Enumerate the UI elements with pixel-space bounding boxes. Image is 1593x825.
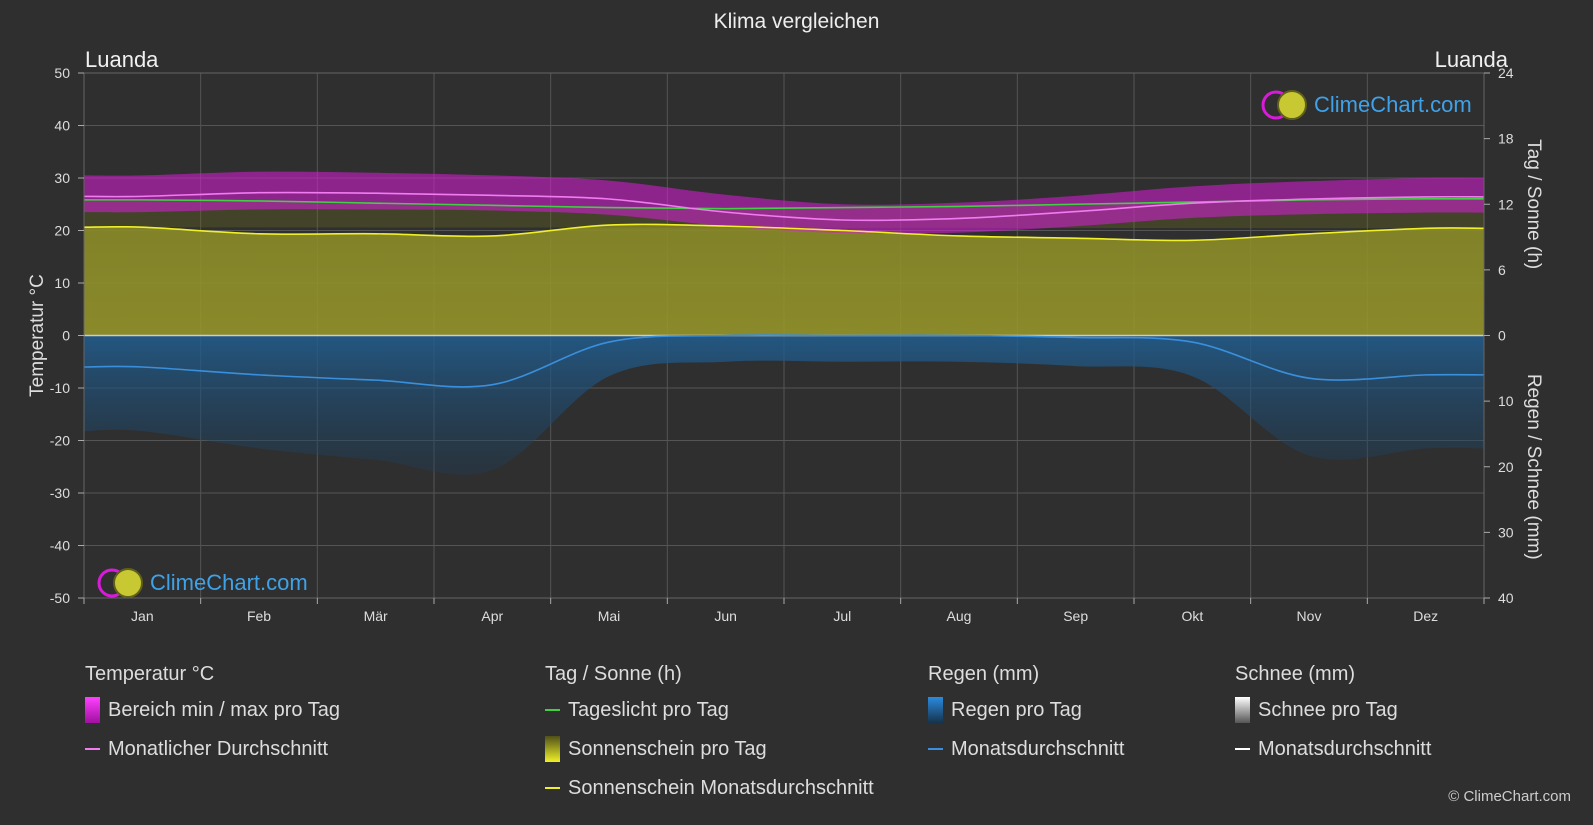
logo-icon bbox=[97, 568, 143, 598]
y-right-rain-tick-label: 30 bbox=[1498, 524, 1514, 540]
rain-avg-line bbox=[83, 334, 1485, 388]
temp-avg-swatch bbox=[85, 748, 100, 750]
legend-sun: Tag / Sonne (h) Tageslicht pro Tag Sonne… bbox=[545, 663, 874, 814]
logo-text: ClimeChart.com bbox=[1314, 92, 1472, 117]
y-right-rain-axis-title: Regen / Schnee (mm) bbox=[1523, 374, 1544, 560]
y-right-sun-tick-label: 6 bbox=[1498, 262, 1506, 278]
y-left-tick-label: 30 bbox=[54, 170, 70, 186]
logo-top[interactable]: ClimeChart.com bbox=[1260, 88, 1472, 122]
y-left-tick-label: 0 bbox=[62, 328, 70, 344]
rain-swatch bbox=[928, 697, 943, 723]
city-left-label: Luanda bbox=[85, 47, 159, 72]
legend-rain: Regen (mm) Regen pro Tag Monatsdurchschn… bbox=[928, 663, 1124, 775]
sunshine-swatch bbox=[545, 736, 560, 762]
y-right-sun-tick-label: 12 bbox=[1498, 196, 1514, 212]
legend-rain-avg-label: Monatsdurchschnitt bbox=[951, 738, 1125, 760]
legend-rain-avg: Monatsdurchschnitt bbox=[928, 736, 1124, 762]
x-tick-label: Okt bbox=[1181, 608, 1203, 624]
legend-snow-day: Schnee pro Tag bbox=[1235, 697, 1431, 723]
legend-snow: Schnee (mm) Schnee pro Tag Monatsdurchsc… bbox=[1235, 663, 1431, 775]
x-tick-label: Apr bbox=[481, 608, 503, 624]
legend-snow-title: Schnee (mm) bbox=[1235, 663, 1356, 685]
y-right-sun-axis-title: Tag / Sonne (h) bbox=[1523, 139, 1544, 269]
daylight-swatch bbox=[545, 709, 560, 711]
temp-range-swatch bbox=[85, 697, 100, 723]
sunshine-avg-line bbox=[83, 223, 1485, 242]
legend-rain-label: Regen pro Tag bbox=[951, 699, 1082, 721]
legend-daylight-label: Tageslicht pro Tag bbox=[568, 699, 729, 721]
legend-temp-range-label: Bereich min / max pro Tag bbox=[108, 699, 340, 721]
legend-temp-avg: Monatlicher Durchschnitt bbox=[85, 736, 340, 762]
y-right-rain-tick-label: 40 bbox=[1498, 590, 1514, 606]
snow-swatch bbox=[1235, 697, 1250, 723]
legend-daylight: Tageslicht pro Tag bbox=[545, 697, 874, 723]
y-right-rain-tick-label: 20 bbox=[1498, 459, 1514, 475]
y-left-tick-label: 20 bbox=[54, 223, 70, 239]
y-right-sun-tick-label: 18 bbox=[1498, 131, 1514, 147]
x-tick-label: Nov bbox=[1297, 608, 1322, 624]
y-left-tick-label: 50 bbox=[54, 65, 70, 81]
x-tick-label: Jan bbox=[131, 608, 154, 624]
x-tick-label: Jul bbox=[833, 608, 851, 624]
temperature-range-band bbox=[84, 171, 1484, 234]
legend-temp-avg-label: Monatlicher Durchschnitt bbox=[108, 738, 329, 760]
sunshine-area bbox=[84, 224, 1484, 336]
snow-avg-swatch bbox=[1235, 748, 1250, 750]
city-right-label: Luanda bbox=[1434, 47, 1508, 72]
legend-snow-label: Schnee pro Tag bbox=[1258, 699, 1398, 721]
y-right-sun-tick-label: 0 bbox=[1498, 328, 1506, 344]
legend-temperature: Temperatur °C Bereich min / max pro Tag … bbox=[85, 663, 340, 775]
legend-rain-title: Regen (mm) bbox=[928, 663, 1040, 685]
y-left-tick-label: -30 bbox=[50, 485, 70, 501]
rain-area bbox=[84, 335, 1484, 475]
sunshine-avg-swatch bbox=[545, 787, 560, 789]
legend-sunshine-avg: Sonnenschein Monatsdurchschnitt bbox=[545, 775, 874, 801]
x-tick-label: Jun bbox=[714, 608, 737, 624]
legend-rain-day: Regen pro Tag bbox=[928, 697, 1124, 723]
y-right-rain-tick-label: 10 bbox=[1498, 393, 1514, 409]
x-tick-label: Sep bbox=[1063, 608, 1088, 624]
logo-icon bbox=[1261, 90, 1307, 120]
y-right-sun-tick-label: 24 bbox=[1498, 65, 1514, 81]
y-left-tick-label: 40 bbox=[54, 118, 70, 134]
y-left-axis-title: Temperatur °C bbox=[27, 274, 48, 397]
y-left-tick-label: -10 bbox=[50, 380, 70, 396]
legend-sun-title: Tag / Sonne (h) bbox=[545, 663, 682, 685]
x-tick-label: Mai bbox=[598, 608, 621, 624]
y-left-tick-label: -20 bbox=[50, 433, 70, 449]
legend-snow-avg: Monatsdurchschnitt bbox=[1235, 736, 1431, 762]
copyright: © ClimeChart.com bbox=[1448, 788, 1571, 805]
y-left-tick-label: -50 bbox=[50, 590, 70, 606]
logo-bottom[interactable]: ClimeChart.com bbox=[96, 566, 308, 600]
legend-sunshine-label: Sonnenschein pro Tag bbox=[568, 738, 767, 760]
legend-temp-range: Bereich min / max pro Tag bbox=[85, 697, 340, 723]
y-left-tick-label: -40 bbox=[50, 538, 70, 554]
x-tick-label: Feb bbox=[247, 608, 271, 624]
rain-avg-swatch bbox=[928, 748, 943, 750]
chart-title: Klima vergleichen bbox=[713, 10, 880, 33]
temperature-avg-line bbox=[83, 191, 1485, 222]
logo-text: ClimeChart.com bbox=[150, 570, 308, 595]
legend-temperature-title: Temperatur °C bbox=[85, 663, 215, 685]
y-left-tick-label: 10 bbox=[54, 275, 70, 291]
x-tick-label: Mär bbox=[364, 608, 388, 624]
x-tick-label: Aug bbox=[947, 608, 972, 624]
legend-sunshine: Sonnenschein pro Tag bbox=[545, 736, 874, 762]
legend-snow-avg-label: Monatsdurchschnitt bbox=[1258, 738, 1432, 760]
legend-sunshine-avg-label: Sonnenschein Monatsdurchschnitt bbox=[568, 777, 874, 799]
x-tick-label: Dez bbox=[1413, 608, 1438, 624]
